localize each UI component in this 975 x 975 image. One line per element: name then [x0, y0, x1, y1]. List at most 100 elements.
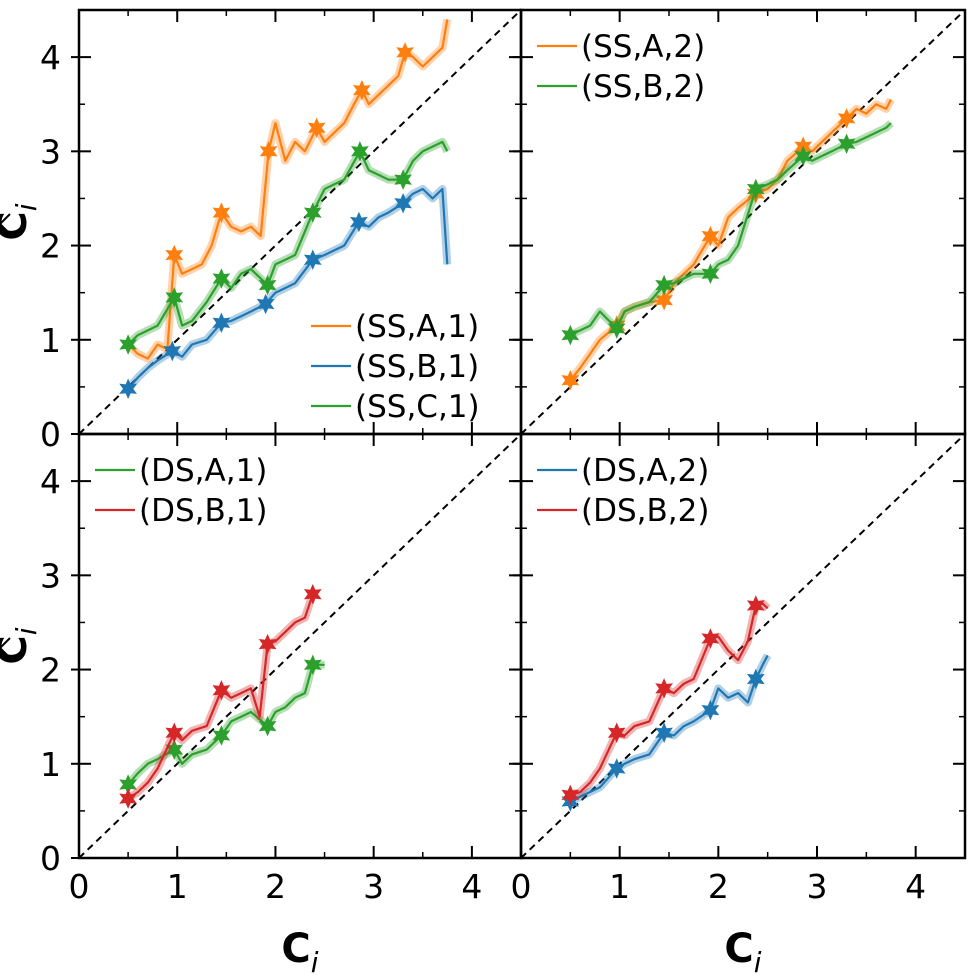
series-marker [837, 133, 856, 155]
series-marker [353, 79, 371, 101]
series-line [569, 122, 892, 337]
series-marker [212, 312, 231, 334]
identity-diagonal [78, 433, 522, 859]
x-tick-label: 1 [609, 867, 630, 906]
legend-label: (SS,B,1) [355, 349, 479, 385]
y-tick-label: 3 [40, 556, 61, 595]
identity-diagonal [520, 9, 966, 435]
y-tick-label: 2 [40, 227, 61, 266]
series-marker [303, 654, 322, 676]
axis-label: Ci [281, 926, 318, 975]
series-marker [655, 274, 673, 296]
series-marker [607, 722, 626, 743]
legend-label: (DS,A,1) [139, 453, 267, 489]
series-marker [119, 378, 137, 400]
series-(SS,C,1) [119, 137, 451, 355]
panel-top-right: (SS,A,2) (SS,B,2) [513, 8, 967, 436]
hat-mark [0, 637, 11, 659]
series-marker [701, 263, 720, 285]
series-marker [165, 739, 184, 760]
series-marker [165, 244, 184, 266]
series-marker [561, 370, 580, 391]
series-marker [655, 722, 673, 743]
series-marker [163, 340, 182, 362]
legend-label: (DS,A,2) [581, 453, 709, 489]
x-tick-label: 4 [461, 867, 482, 906]
series-line [127, 593, 314, 800]
legend: (SS,A,2) (SS,B,2) [537, 29, 705, 105]
x-tick-label: 3 [363, 867, 384, 906]
series-marker [396, 42, 414, 63]
legend-label: (SS,C,1) [355, 389, 480, 425]
y-tick-label: 1 [40, 745, 61, 784]
series-marker [701, 699, 720, 721]
series-(DS,A,1) [119, 654, 325, 795]
x-tick-label: 3 [807, 867, 828, 906]
x-tick-label: 4 [905, 867, 926, 906]
series-marker [307, 117, 326, 139]
axis-label: Ci [0, 627, 43, 664]
x-tick-label: 1 [167, 867, 188, 906]
legend-label: (DS,B,1) [139, 493, 267, 529]
series-marker [607, 758, 626, 779]
x-tick-label: 0 [69, 867, 90, 906]
series-marker [746, 178, 765, 200]
y-tick-label: 0 [40, 839, 61, 878]
x-tick-label: 2 [265, 867, 286, 906]
series-marker [561, 324, 580, 346]
legend: (DS,A,2) (DS,B,2) [537, 453, 709, 529]
series-marker [746, 595, 765, 616]
panel-bottom-right: 0 1 2 3 4 Ci (DS,A,2) (DS,B,2) [511, 432, 967, 975]
series-marker [119, 788, 137, 809]
series-marker [303, 202, 322, 223]
legend-label: (DS,B,2) [581, 493, 709, 529]
series-marker [165, 722, 184, 743]
series-marker [351, 141, 369, 162]
series-marker [212, 268, 231, 289]
series-line [127, 19, 449, 360]
series-marker [258, 633, 277, 655]
panel-frame [519, 432, 967, 860]
legend: (DS,A,1) (DS,B,1) [95, 453, 267, 529]
series-line [127, 663, 325, 786]
series-(DS,B,2) [561, 595, 771, 806]
series-marker [212, 725, 231, 746]
series-marker [256, 293, 275, 315]
x-tick-label: 2 [708, 867, 729, 906]
axis-label: Ci [724, 926, 761, 975]
y-tick-label: 2 [40, 651, 61, 690]
series-marker [350, 211, 368, 233]
legend: (SS,A,1) (SS,B,1) (SS,C,1) [311, 309, 480, 425]
series-marker [212, 680, 231, 701]
panel-top-left: 0 1 2 3 4 Ci (SS,A,1) (SS,B,1) (SS,C,1) [0, 8, 523, 454]
legend-label: (SS,A,2) [581, 29, 705, 65]
series-(DS,A,2) [561, 653, 772, 812]
series-marker [212, 202, 231, 223]
series-marker [607, 318, 626, 339]
series-marker [794, 145, 813, 167]
series-marker [837, 108, 856, 129]
ticks [513, 434, 965, 859]
series-marker [394, 192, 412, 214]
series-(DS,B,1) [119, 583, 322, 809]
series-marker [165, 287, 184, 308]
legend-label: (SS,A,1) [355, 309, 479, 345]
legend-label: (SS,B,2) [581, 69, 705, 105]
series-marker [258, 715, 277, 737]
y-tick-label: 3 [40, 132, 61, 171]
hat-mark [0, 213, 11, 235]
panel-bottom-left: 0 1 2 3 4 0 1 2 3 4 Ci Ci (DS,A,1) (DS,B,1) [0, 432, 523, 975]
series-line [569, 654, 769, 803]
series-marker [746, 668, 765, 690]
axis-label: Ci [0, 203, 43, 240]
series-band [568, 120, 894, 339]
y-tick-label: 4 [40, 462, 61, 501]
x-tick-label: 0 [511, 867, 532, 906]
series-marker [701, 225, 720, 247]
series-marker [303, 249, 322, 270]
series-marker [303, 583, 322, 605]
series-(SS,B,2) [561, 120, 894, 346]
series-marker [258, 274, 277, 296]
y-tick-label: 4 [40, 38, 61, 77]
